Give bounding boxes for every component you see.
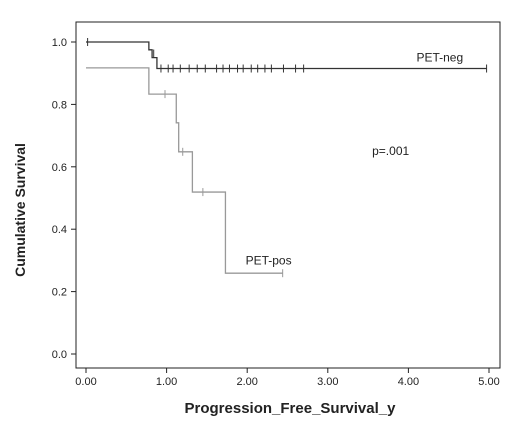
plot-frame: [75, 21, 501, 369]
survival-curve: [86, 41, 487, 70]
y-tick-label: 0.8: [52, 99, 67, 111]
x-tick-label: 4.00: [398, 376, 419, 388]
x-axis-label: Progression_Free_Survival_y: [185, 400, 397, 417]
x-tick-label: 3.00: [317, 376, 338, 388]
x-tick-label: 0.00: [75, 376, 96, 388]
series-label: PET-pos: [246, 253, 292, 267]
y-tick-label: 0.2: [52, 287, 67, 299]
series-label: PET-neg: [416, 51, 463, 65]
y-tick-label: 1.0: [52, 37, 67, 49]
y-tick-label: 0.6: [52, 162, 67, 174]
survival-curve: [86, 67, 283, 274]
x-tick-label: 5.00: [478, 376, 499, 388]
x-tick-label: 2.00: [236, 376, 257, 388]
series-pet-pos: PET-pos: [86, 67, 292, 278]
x-tick-label: 1.00: [156, 376, 177, 388]
p-value-annotation: p=.001: [372, 144, 409, 158]
y-tick-label: 0.0: [52, 349, 67, 361]
y-tick-label: 0.4: [52, 224, 67, 236]
axes: 0.00 1.00 2.00 3.00 4.00 5.00 0.0 0.2 0.4 0.6 0.8 1…: [52, 21, 501, 388]
series-pet-neg: PET-neg: [86, 38, 488, 73]
y-axis-label: Cumulative Survival: [12, 143, 28, 277]
series-layer: PET-neg PET-pos p=.001: [86, 38, 488, 278]
